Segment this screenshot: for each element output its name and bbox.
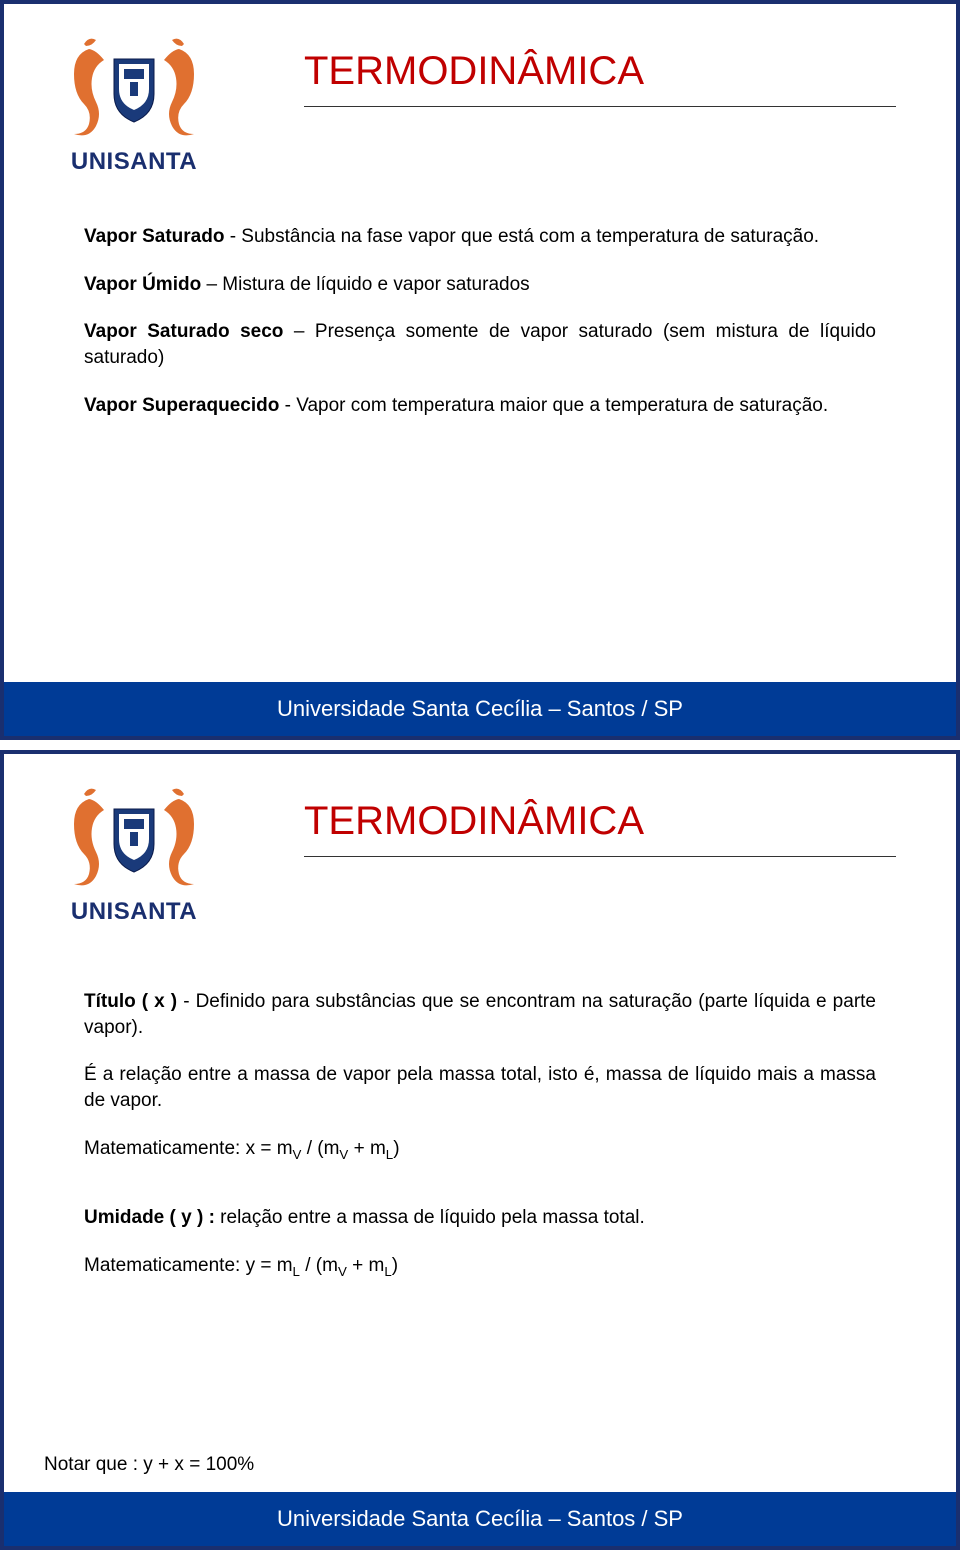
note-yx: Notar que : y + x = 100% bbox=[44, 1454, 254, 1476]
sub: V bbox=[339, 1146, 348, 1161]
term: Vapor Saturado bbox=[84, 226, 224, 247]
logo: UNISANTA bbox=[44, 784, 224, 926]
body: Título ( x ) - Definido para substâncias… bbox=[84, 989, 876, 1303]
term: Umidade ( y ) : bbox=[84, 1207, 215, 1228]
term: Vapor Superaquecido bbox=[84, 395, 279, 416]
para-matematicamente-y: Matematicamente: y = mL / (mV + mL) bbox=[84, 1253, 876, 1281]
term: Vapor Úmido bbox=[84, 274, 201, 295]
page-title: TERMODINÂMICA bbox=[304, 49, 896, 94]
term-def: relação entre a massa de líquido pela ma… bbox=[215, 1207, 645, 1228]
sub: L bbox=[293, 1264, 300, 1279]
seahorse-shield-icon bbox=[54, 34, 214, 144]
formula-end: ) bbox=[392, 1255, 398, 1276]
para-vapor-saturado-seco: Vapor Saturado seco – Presença somente d… bbox=[84, 319, 876, 370]
logo-text: UNISANTA bbox=[44, 148, 224, 176]
para-matematicamente-x: Matematicamente: x = mV / (mV + mL) bbox=[84, 1136, 876, 1164]
sub: V bbox=[338, 1264, 347, 1279]
formula-end: ) bbox=[393, 1138, 399, 1159]
sub: L bbox=[384, 1264, 391, 1279]
term-def: - Definido para substâncias que se encon… bbox=[84, 991, 876, 1038]
para-vapor-umido: Vapor Úmido – Mistura de líquido e vapor… bbox=[84, 272, 876, 298]
slide-2: UNISANTA TERMODINÂMICA Título ( x ) - De… bbox=[0, 750, 960, 1550]
title-rule bbox=[304, 856, 896, 857]
footer: Universidade Santa Cecília – Santos / SP bbox=[4, 682, 956, 736]
logo: UNISANTA bbox=[44, 34, 224, 176]
footer: Universidade Santa Cecília – Santos / SP bbox=[4, 1492, 956, 1546]
term: Vapor Saturado seco bbox=[84, 321, 283, 342]
logo-text: UNISANTA bbox=[44, 898, 224, 926]
para-vapor-saturado: Vapor Saturado - Substância na fase vapo… bbox=[84, 224, 876, 250]
seahorse-shield-icon bbox=[54, 784, 214, 894]
formula-part: / (m bbox=[301, 1138, 339, 1159]
title-block: TERMODINÂMICA bbox=[304, 799, 896, 857]
slide-1: UNISANTA TERMODINÂMICA Vapor Saturado - … bbox=[0, 0, 960, 740]
formula-part: + m bbox=[347, 1255, 384, 1276]
para-vapor-superaquecido: Vapor Superaquecido - Vapor com temperat… bbox=[84, 393, 876, 419]
formula-label: Matematicamente: y = m bbox=[84, 1255, 293, 1276]
title-rule bbox=[304, 106, 896, 107]
para-umidade-y: Umidade ( y ) : relação entre a massa de… bbox=[84, 1205, 876, 1231]
term-def: – Mistura de líquido e vapor saturados bbox=[201, 274, 529, 295]
para-relacao: É a relação entre a massa de vapor pela … bbox=[84, 1062, 876, 1113]
term-def: - Substância na fase vapor que está com … bbox=[224, 226, 819, 247]
term: Título ( x ) bbox=[84, 991, 177, 1012]
page-title: TERMODINÂMICA bbox=[304, 799, 896, 844]
formula-part: + m bbox=[348, 1138, 385, 1159]
formula-part: / (m bbox=[300, 1255, 338, 1276]
term-def: - Vapor com temperatura maior que a temp… bbox=[279, 395, 828, 416]
para-titulo-x: Título ( x ) - Definido para substâncias… bbox=[84, 989, 876, 1040]
formula-label: Matematicamente: x = m bbox=[84, 1138, 293, 1159]
body: Vapor Saturado - Substância na fase vapo… bbox=[84, 224, 876, 440]
title-block: TERMODINÂMICA bbox=[304, 49, 896, 107]
